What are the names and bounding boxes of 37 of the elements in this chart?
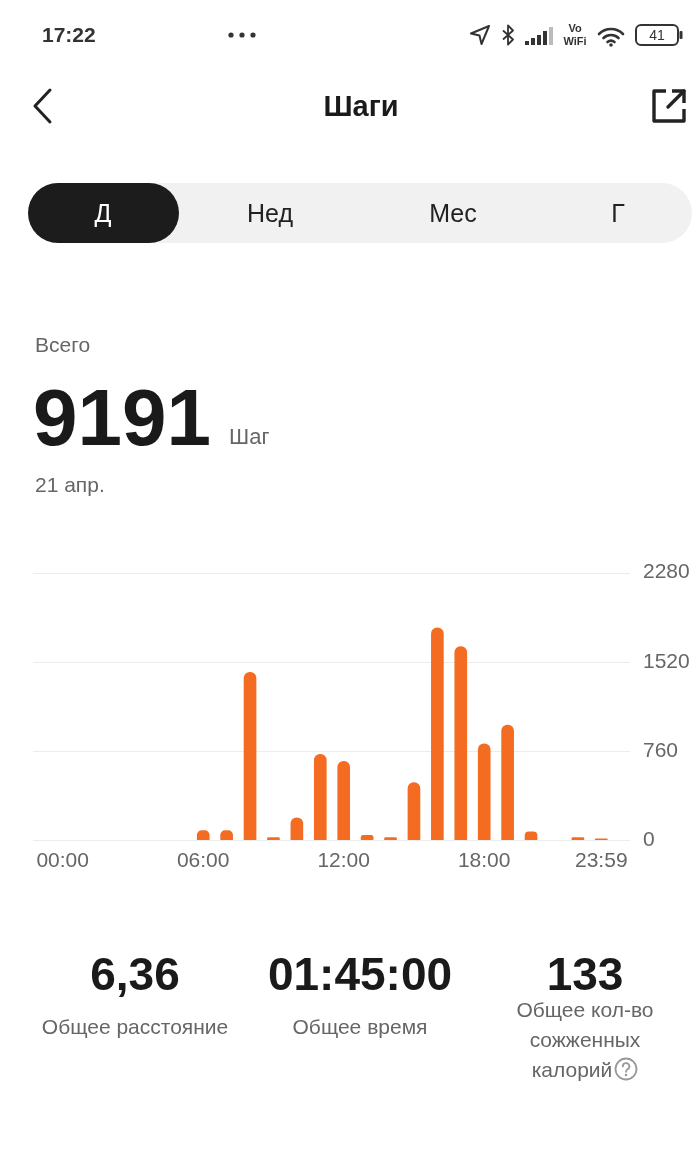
x-tick-label: 23:59 [575, 848, 628, 872]
bar [501, 724, 514, 840]
text: 133 [546, 947, 624, 1001]
text: 9191 [33, 372, 211, 464]
text: Vo [568, 21, 582, 35]
text: 01:45:00 [267, 947, 453, 1001]
x-tick-label: 00:00 [36, 848, 89, 872]
text: 41 [649, 26, 665, 44]
bar [243, 671, 257, 840]
text: Общее расстояние [41, 1014, 229, 1040]
bar [407, 782, 421, 840]
bar [477, 743, 491, 840]
x-tick-label: 18:00 [457, 848, 511, 872]
text: Мес [429, 198, 477, 228]
x-tick-label: 06:00 [176, 848, 230, 872]
text: WiFi [563, 34, 587, 48]
text: Шаг [229, 424, 270, 450]
bar [313, 754, 327, 840]
bar [337, 761, 351, 840]
y-tick-label: 1520 [643, 648, 690, 672]
bar [431, 627, 444, 840]
chart-title: Шаги [323, 90, 399, 124]
text: 17:22 [42, 22, 96, 48]
text: Нед [247, 198, 293, 228]
text: 21 апр. [35, 472, 105, 498]
x-tick-label: 12:00 [317, 848, 370, 872]
bar [290, 817, 304, 840]
text: Общее время [292, 1014, 428, 1040]
y-tick-label: 2280 [643, 559, 690, 583]
text: Д [94, 198, 112, 228]
text: Г [611, 198, 625, 228]
y-tick-label: 0 [643, 826, 655, 850]
bar [454, 646, 468, 840]
text: 6,36 [90, 947, 180, 1001]
y-tick-label: 760 [643, 737, 679, 761]
text: Всего [35, 332, 91, 358]
text: Общее кол-во сожженных калорий [516, 998, 654, 1081]
